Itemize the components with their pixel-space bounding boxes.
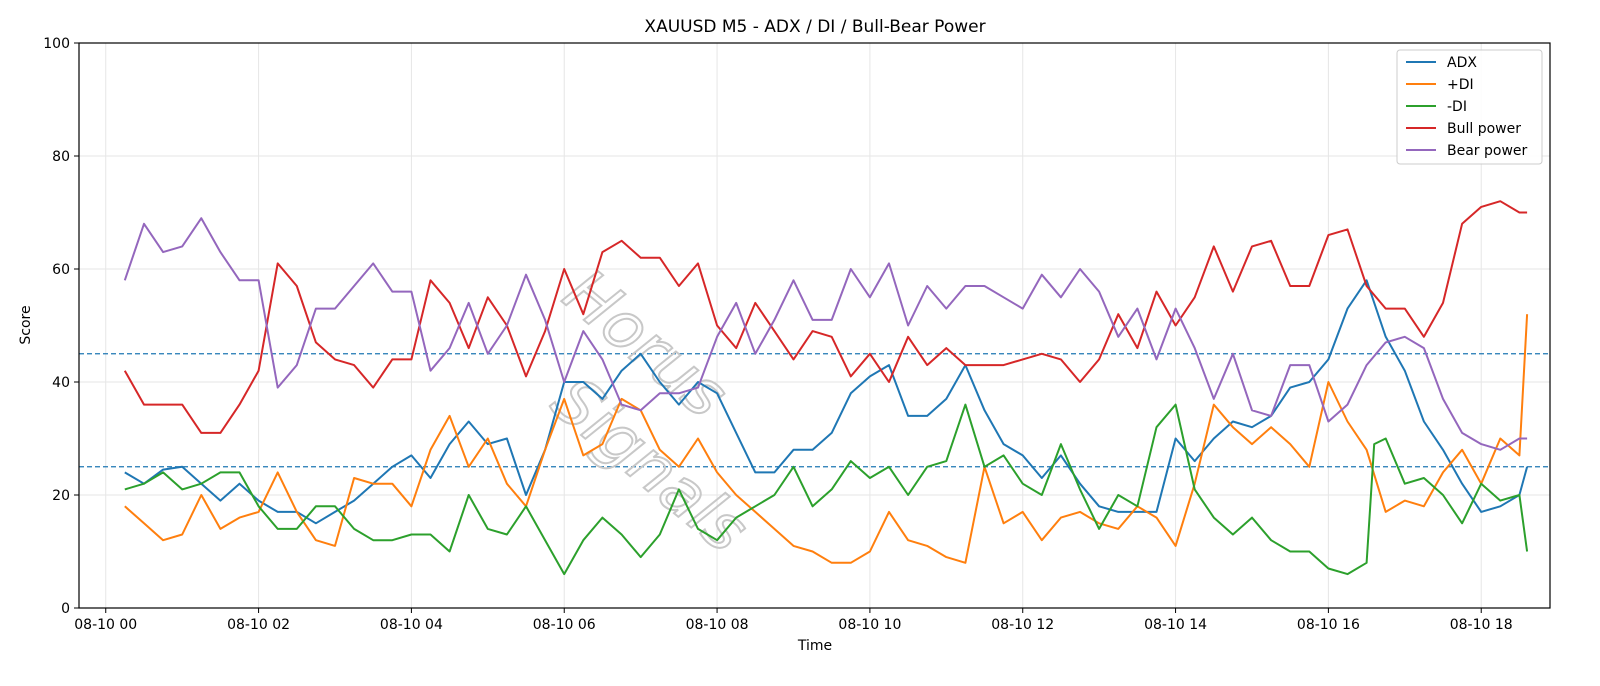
legend-label: -DI xyxy=(1447,99,1467,115)
series-group xyxy=(123,200,1529,576)
y-tick-label: 80 xyxy=(52,149,70,165)
legend-label: ADX xyxy=(1447,55,1477,71)
legend-label: Bear power xyxy=(1447,143,1528,159)
series-line-bear-power xyxy=(123,217,1528,451)
x-tick-label: 08-10 10 xyxy=(838,617,901,633)
x-tick-label: 08-10 18 xyxy=(1450,617,1513,633)
legend: ADX +DI -DI Bull power Bear power xyxy=(1396,49,1543,165)
x-tick-label: 08-10 00 xyxy=(74,617,137,633)
x-tick-label: 08-10 14 xyxy=(1144,617,1207,633)
x-tick-label: 08-10 06 xyxy=(533,617,596,633)
series-line-bull-power xyxy=(123,200,1528,434)
y-axis-ticks: 0 20 40 60 80 100 xyxy=(43,36,79,617)
x-tick-label: 08-10 02 xyxy=(227,617,290,633)
legend-label: Bull power xyxy=(1447,121,1521,137)
x-tick-label: 08-10 04 xyxy=(380,617,443,633)
series-line-adx xyxy=(124,279,1529,525)
x-tick-label: 08-10 16 xyxy=(1297,617,1360,633)
x-tick-label: 08-10 08 xyxy=(686,617,749,633)
x-tick-label: 08-10 12 xyxy=(991,617,1054,633)
chart-title: XAUUSD M5 - ADX / DI / Bull-Bear Power xyxy=(644,17,985,37)
reference-lines xyxy=(79,353,1550,468)
x-axis-ticks: 08-10 00 08-10 02 08-10 04 08-10 06 08-10 08… xyxy=(74,608,1513,633)
y-tick-label: 100 xyxy=(43,36,70,52)
y-tick-label: 40 xyxy=(52,375,70,391)
series-line-di xyxy=(124,403,1529,576)
x-axis-label: Time xyxy=(797,638,832,654)
y-tick-label: 20 xyxy=(52,488,70,504)
plot-frame xyxy=(78,42,1551,609)
y-tick-label: 0 xyxy=(61,601,70,617)
y-axis-label: Score xyxy=(18,305,34,344)
legend-label: +DI xyxy=(1447,77,1474,93)
legend-box xyxy=(1396,49,1543,165)
y-tick-label: 60 xyxy=(52,262,70,278)
series-line-di xyxy=(124,314,1529,564)
